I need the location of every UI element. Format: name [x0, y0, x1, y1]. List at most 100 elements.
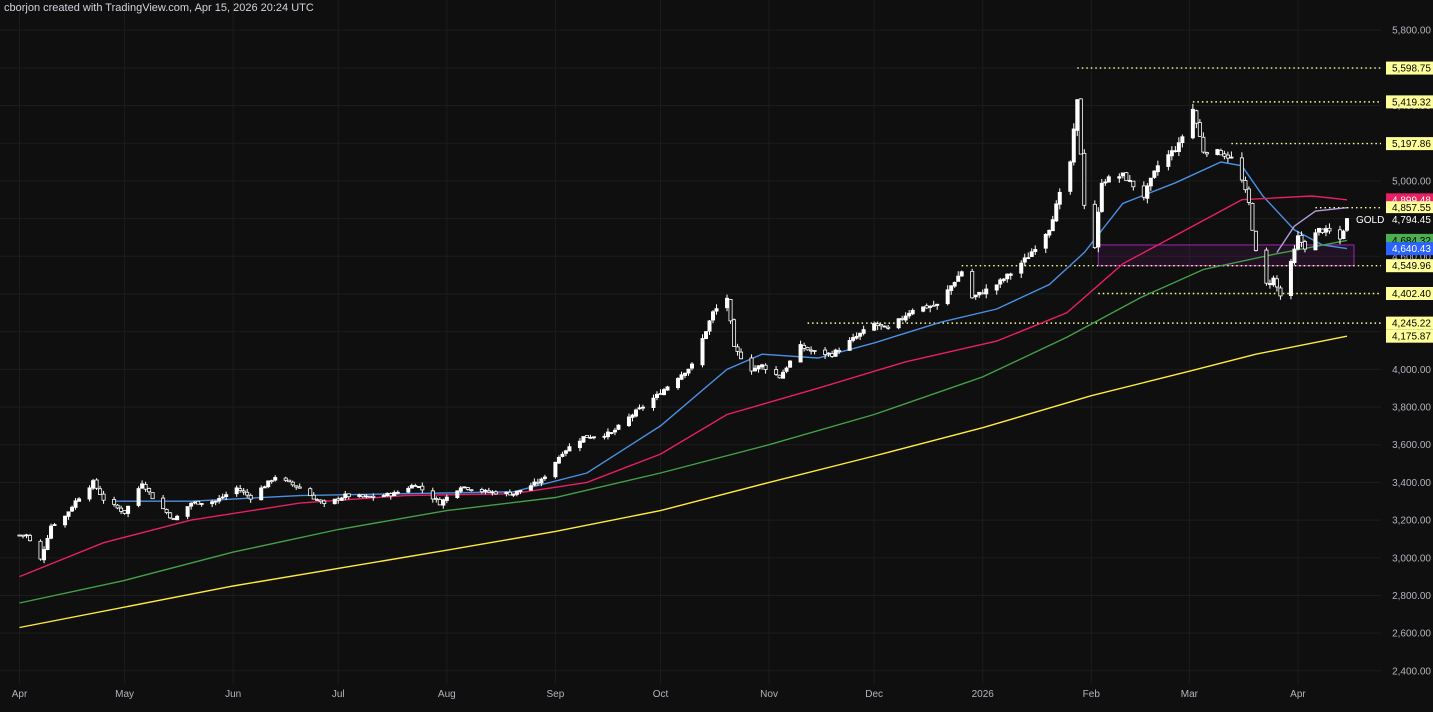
- price-tag-label: 5,598.75: [1392, 64, 1431, 75]
- candle-body: [1204, 152, 1209, 155]
- time-axis-labels: Apr May Jun Jul Aug Sep Oct Nov Dec 2026 Feb Mar Apr: [12, 689, 1307, 700]
- candle-body: [1071, 128, 1076, 163]
- candle-body: [602, 435, 607, 438]
- candle-body: [535, 481, 540, 484]
- price-tick-label: 4,600.00: [1392, 252, 1431, 263]
- candle-body: [192, 501, 197, 504]
- price-tick-label: 3,400.00: [1392, 478, 1431, 489]
- candle-body: [781, 371, 786, 379]
- moving-averages: [19, 161, 1348, 629]
- candle-body: [1117, 176, 1122, 179]
- candle-body: [371, 495, 376, 498]
- candle-body: [609, 432, 614, 434]
- candle-body: [1243, 180, 1248, 191]
- candle-body: [308, 488, 313, 497]
- candle-body: [161, 497, 166, 510]
- candle-body: [861, 329, 866, 334]
- candle-body: [1145, 185, 1150, 199]
- candle-body: [1141, 185, 1146, 198]
- candle-body: [851, 337, 856, 341]
- candle-body: [823, 349, 828, 355]
- candle-body: [931, 304, 936, 307]
- price-tag-bg: [1386, 95, 1433, 109]
- candle-body: [1155, 165, 1160, 173]
- price-tag-bg: [1386, 213, 1433, 227]
- ma-line-purple: [1276, 207, 1348, 253]
- candle-body: [1169, 150, 1174, 157]
- time-tick-label: Oct: [653, 689, 669, 700]
- price-tick-label: 3,800.00: [1392, 403, 1431, 414]
- candle-body: [753, 367, 758, 372]
- price-tag-bg: [1386, 286, 1433, 300]
- candle-body: [1075, 99, 1080, 131]
- candle-body: [875, 323, 880, 326]
- candle-body: [462, 486, 467, 489]
- candle-body: [507, 491, 512, 496]
- candle-body: [115, 504, 120, 509]
- candle-body: [38, 540, 43, 560]
- price-tick-label: 3,200.00: [1392, 516, 1431, 527]
- price-axis[interactable]: [1381, 0, 1433, 712]
- price-tag-label: 5,419.32: [1392, 97, 1431, 108]
- candle-body: [70, 506, 75, 512]
- candle-body: [385, 492, 390, 497]
- candle-body: [322, 500, 327, 504]
- candle-body: [665, 386, 670, 391]
- candle-body: [147, 488, 152, 493]
- candle-body: [140, 483, 145, 489]
- candle-body: [921, 306, 926, 312]
- price-tag-label: 4,402.40: [1392, 289, 1431, 300]
- candle-body: [210, 501, 215, 505]
- candle-body: [784, 367, 789, 372]
- price-tag-bg: [1386, 329, 1433, 343]
- candle-body: [1320, 228, 1325, 233]
- candle-body: [1173, 150, 1178, 153]
- candle-body: [994, 284, 999, 291]
- candle-body: [122, 510, 127, 514]
- candle-body: [266, 480, 271, 488]
- candle-body: [486, 490, 491, 493]
- candle-body: [24, 534, 29, 537]
- candle-body: [1047, 229, 1052, 236]
- candle-body: [1026, 257, 1031, 260]
- candle-body: [591, 436, 596, 439]
- candle-body: [1288, 260, 1293, 297]
- candle-body: [837, 350, 842, 352]
- candle-body: [956, 275, 961, 282]
- candle-body: [907, 312, 912, 317]
- candle-body: [1148, 177, 1153, 187]
- candle-body: [542, 476, 547, 479]
- candle-body: [661, 389, 666, 396]
- candle-body: [1239, 157, 1244, 181]
- candle-body: [248, 494, 253, 500]
- candle-body: [1099, 182, 1104, 212]
- candle-body: [63, 515, 68, 526]
- candle-body: [1292, 248, 1297, 264]
- candle-body: [858, 332, 863, 337]
- candle-body: [241, 490, 246, 493]
- candle-body: [1302, 241, 1307, 250]
- price-tick-label: 3,000.00: [1392, 553, 1431, 564]
- candle-body: [707, 320, 712, 332]
- candle-body: [959, 271, 964, 277]
- ma-line-blue: [114, 161, 1348, 502]
- candle-body: [830, 353, 835, 357]
- candle-body: [213, 500, 218, 503]
- candle-body: [455, 490, 460, 498]
- price-tag-bg: [1386, 242, 1433, 256]
- candle-body: [21, 534, 26, 537]
- candle-body: [1316, 227, 1321, 233]
- candle-body: [112, 499, 117, 505]
- candle-body: [728, 299, 733, 322]
- candle-body: [1271, 277, 1276, 286]
- candle-body: [847, 340, 852, 351]
- time-tick-label: Sep: [547, 689, 565, 700]
- candle-body: [1313, 232, 1318, 251]
- candle-body: [973, 294, 978, 298]
- candle-body: [1295, 235, 1300, 250]
- candle-body: [290, 481, 295, 486]
- candle-body: [217, 498, 222, 502]
- candle-body: [1197, 122, 1202, 137]
- time-axis[interactable]: [0, 684, 1433, 712]
